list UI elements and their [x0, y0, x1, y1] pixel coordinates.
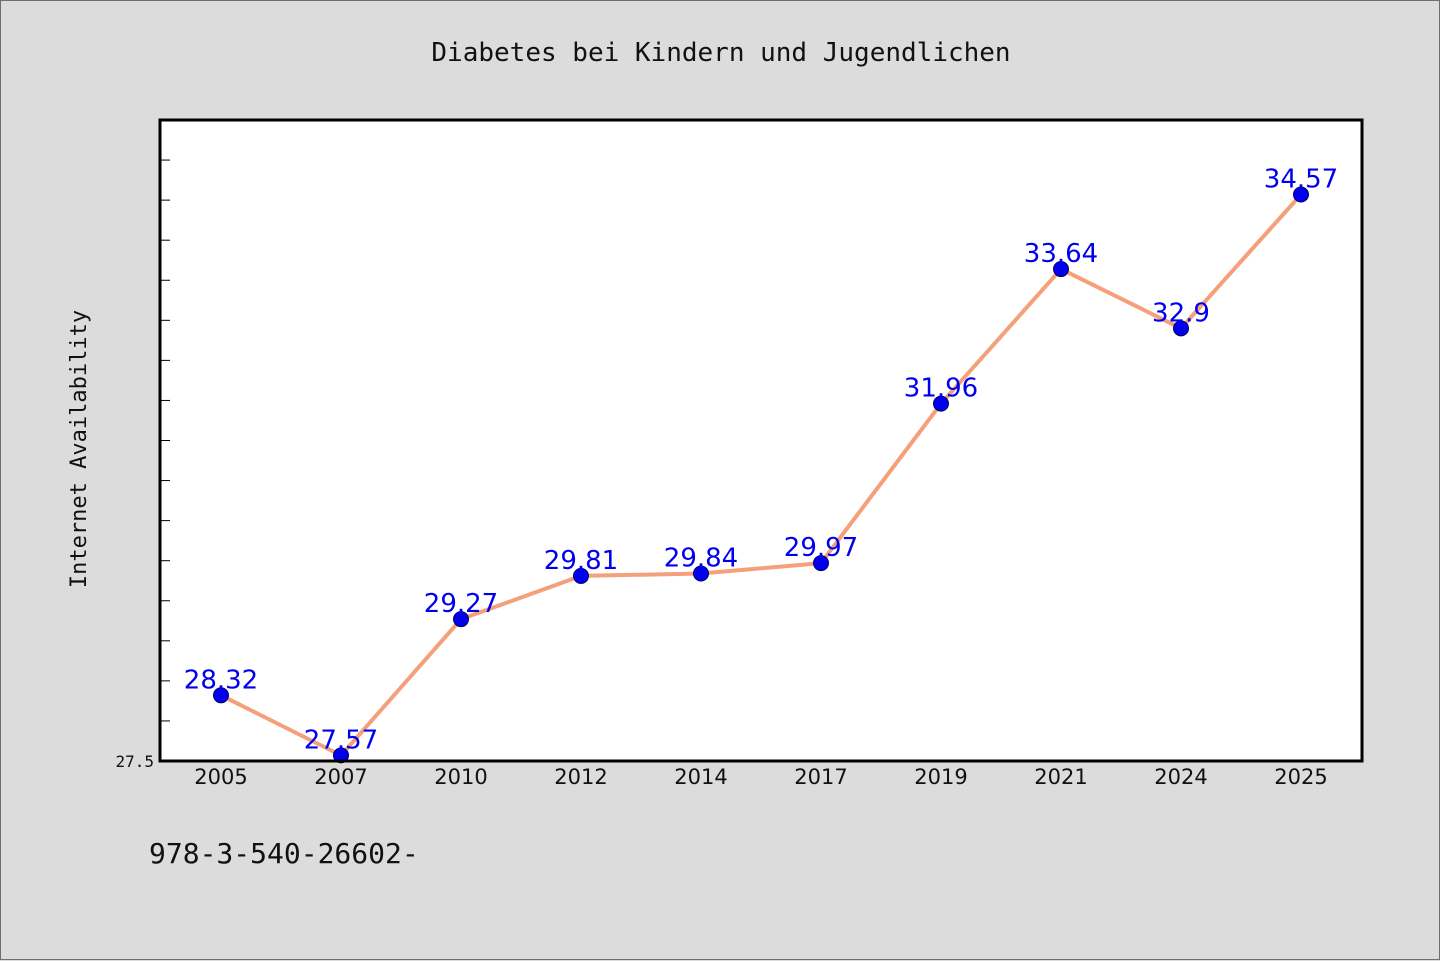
series-line: [219, 192, 1303, 758]
plot-frame: [158, 118, 1364, 763]
data-label-2024: 32.9: [1152, 298, 1210, 328]
data-label-2005: 28.32: [184, 665, 258, 695]
data-point-2024: [1173, 320, 1189, 337]
plot-area: [160, 120, 1362, 761]
x-axis-tick-labels: 2005 2007 2010 2012 2014 2017 2019 2021 2024 2025: [194, 765, 1327, 789]
x-tick-label-2014: 2014: [674, 765, 727, 789]
x-tick-label-2021: 2021: [1034, 765, 1087, 789]
footnote-text: 978-3-540-26602-: [149, 837, 419, 870]
data-label-2007: 27.57: [304, 725, 378, 755]
data-point-2017: [813, 555, 829, 572]
x-tick-label-2007: 2007: [314, 765, 367, 789]
y-tick-label-min: 27.5: [115, 752, 154, 771]
data-label-2017: 29.97: [784, 533, 858, 563]
x-tick-label-2024: 2024: [1154, 765, 1207, 789]
data-labels: 28.32 27.57 29.27 29.81 29.84 29.97 31.96 33.64…: [184, 165, 1338, 756]
x-tick-label-2025: 2025: [1274, 765, 1327, 789]
data-point-2007: [333, 747, 349, 764]
data-point-2021: [1053, 261, 1069, 278]
x-tick-label-2012: 2012: [554, 765, 607, 789]
data-point-2005: [213, 687, 229, 704]
data-label-2025: 34.57: [1264, 165, 1338, 195]
data-label-2010: 29.27: [424, 589, 498, 619]
x-tick-label-2019: 2019: [914, 765, 967, 789]
x-tick-label-2017: 2017: [794, 765, 847, 789]
data-point-2014: [693, 565, 709, 582]
data-label-2021: 33.64: [1024, 239, 1098, 269]
x-tick-label-2005: 2005: [194, 765, 247, 789]
data-label-2012: 29.81: [544, 546, 618, 576]
data-label-2014: 29.84: [664, 544, 738, 574]
data-point-2012: [573, 567, 589, 584]
data-point-2025: [1293, 186, 1309, 203]
data-point-2019: [933, 395, 949, 412]
x-tick-label-2010: 2010: [434, 765, 487, 789]
data-point-2010: [453, 611, 469, 628]
series-markers: [213, 186, 1309, 764]
data-label-2019: 31.96: [904, 374, 978, 404]
y-axis-label: Internet Availability: [67, 310, 92, 588]
chart-title: Diabetes bei Kindern und Jugendlichen: [431, 38, 1010, 68]
